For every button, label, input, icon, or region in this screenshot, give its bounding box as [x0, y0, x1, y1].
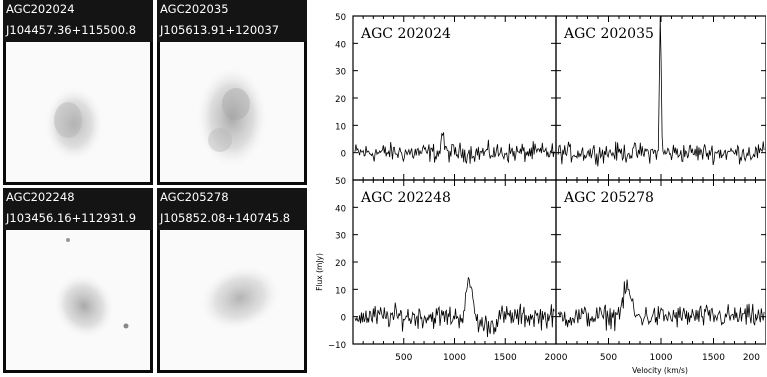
x-tick-label: 500 [395, 353, 412, 363]
y-tick-label: 30 [335, 232, 346, 242]
cutout-agc202248: AGC202248 J103456.16+112931.9 [3, 188, 153, 373]
cutout-header [157, 188, 307, 230]
x-tick-label: 1000 [443, 353, 466, 363]
cutout-coords: J103456.16+112931.9 [6, 211, 137, 225]
spectrum-line [557, 16, 765, 167]
y-tick-label: 30 [335, 68, 346, 78]
cutout-agc202035: AGC202035 J105613.91+120037 [157, 0, 307, 185]
y-tick-label: −10 [328, 341, 346, 351]
x-tick-label: 1000 [650, 353, 673, 363]
spectrum-line [354, 276, 555, 338]
x-tick-label: 2000 [545, 353, 568, 363]
y-tick-label: 10 [335, 122, 346, 132]
y-tick-label: 0 [341, 150, 346, 160]
panel-label: AGC 202248 [360, 190, 451, 206]
y-tick-label: 50 [335, 177, 346, 187]
spectrum-line [557, 279, 765, 332]
galaxy-image [6, 42, 150, 182]
cutout-name: AGC205278 [160, 190, 229, 204]
x-axis-label: Velocity (km/s) [632, 366, 688, 375]
x-tick-label: 1500 [494, 353, 517, 363]
cutout-name: AGC202035 [160, 2, 229, 16]
cutout-header [3, 188, 153, 230]
y-tick-label: 10 [335, 286, 346, 296]
panel-label: AGC 202035 [563, 26, 654, 42]
hi-spectra-chart: AGC 202024 AGC 202035 AGC 202248 AGC 205278… [315, 13, 766, 375]
y-tick-label: 40 [335, 204, 346, 214]
cutout-name: AGC202248 [6, 190, 75, 204]
galaxy-blob [44, 86, 104, 162]
galaxy-blob [196, 65, 268, 169]
cutout-coords: J105613.91+120037 [160, 23, 280, 37]
cutout-agc202024: AGC202024 J104457.36+115500.8 [3, 0, 153, 185]
galaxy-blob [199, 264, 281, 332]
y-tick-label: 0 [341, 314, 346, 324]
y-tick-label: 40 [335, 40, 346, 50]
spectrum-line [354, 132, 555, 164]
x-tick-label: 500 [600, 353, 617, 363]
y-tick-label: 50 [335, 13, 346, 23]
galaxy-image [6, 230, 150, 370]
cutout-coords: J104457.36+115500.8 [6, 23, 137, 37]
x-tick-label: 200 [743, 353, 760, 363]
x-tick-label: 1500 [702, 353, 725, 363]
y-tick-label: 20 [335, 259, 346, 269]
galaxy-image [160, 42, 304, 182]
cutout-header [157, 0, 307, 42]
panel-label: AGC 202024 [360, 26, 451, 42]
panel-label: AGC 205278 [563, 190, 654, 206]
galaxy-blob [52, 238, 129, 340]
cutout-agc205278: AGC205278 J105852.08+140745.8 [157, 188, 307, 373]
cutout-header [3, 0, 153, 42]
y-axis-label: Flux (mJy) [315, 253, 324, 291]
cutout-name: AGC202024 [6, 2, 75, 16]
galaxy-image [160, 230, 304, 370]
cutout-coords: J105852.08+140745.8 [160, 211, 291, 225]
y-tick-label: 20 [335, 95, 346, 105]
